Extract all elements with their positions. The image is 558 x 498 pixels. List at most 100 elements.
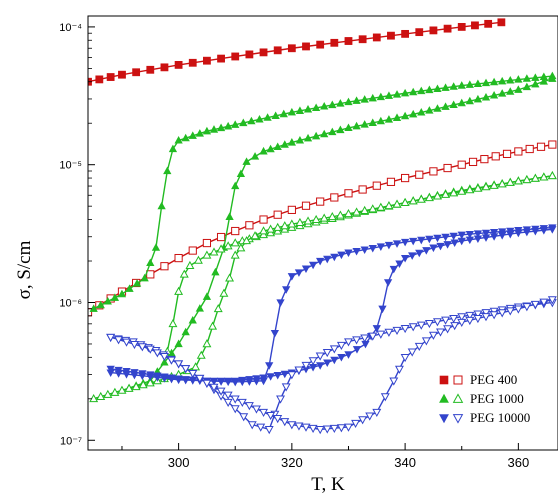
data-point bbox=[409, 87, 418, 96]
data-point bbox=[276, 299, 285, 307]
data-point bbox=[489, 180, 499, 189]
data-point bbox=[287, 138, 296, 146]
data-point bbox=[547, 296, 557, 305]
data-point bbox=[360, 246, 369, 255]
data-point bbox=[266, 224, 276, 233]
data-point bbox=[322, 425, 332, 434]
data-point bbox=[316, 197, 325, 206]
legend-entry: PEG 10000 bbox=[439, 410, 530, 425]
data-point bbox=[188, 58, 197, 67]
data-point bbox=[259, 48, 268, 57]
data-point bbox=[323, 359, 332, 367]
data-point bbox=[122, 338, 131, 347]
data-point bbox=[174, 286, 184, 295]
data-point bbox=[230, 250, 240, 259]
data-point bbox=[344, 351, 353, 359]
data-point bbox=[506, 75, 515, 84]
data-point bbox=[449, 188, 459, 197]
data-point bbox=[231, 377, 240, 386]
data-point bbox=[380, 393, 390, 402]
data-point bbox=[280, 418, 290, 427]
data-point bbox=[273, 142, 282, 151]
data-point bbox=[216, 123, 226, 132]
data-point bbox=[376, 116, 385, 125]
data-point bbox=[216, 387, 226, 396]
data-point bbox=[513, 305, 523, 314]
data-point bbox=[352, 121, 361, 130]
data-point bbox=[114, 336, 124, 345]
data-point bbox=[432, 318, 442, 327]
data-point bbox=[95, 75, 104, 84]
data-point bbox=[384, 241, 394, 250]
data-point bbox=[336, 99, 345, 107]
legend-marker-filled bbox=[439, 393, 449, 403]
data-point bbox=[231, 120, 240, 128]
data-point bbox=[457, 81, 466, 89]
data-point bbox=[337, 354, 346, 362]
data-point bbox=[168, 318, 178, 328]
data-point bbox=[400, 197, 410, 206]
data-point bbox=[153, 374, 162, 382]
data-point bbox=[368, 93, 377, 102]
data-point bbox=[547, 171, 557, 180]
x-tick-label: 300 bbox=[168, 455, 190, 470]
data-point bbox=[372, 325, 381, 333]
data-point bbox=[208, 321, 218, 330]
data-point bbox=[386, 177, 396, 186]
data-point bbox=[160, 262, 169, 271]
data-point bbox=[216, 232, 226, 242]
data-point bbox=[188, 370, 198, 379]
data-point bbox=[352, 346, 362, 354]
data-point bbox=[344, 249, 353, 258]
y-tick-label: 10⁻⁴ bbox=[59, 22, 82, 34]
data-point bbox=[301, 361, 311, 371]
data-point bbox=[329, 345, 339, 354]
data-point bbox=[110, 293, 120, 301]
data-point bbox=[224, 121, 233, 130]
data-point bbox=[319, 213, 329, 222]
data-point bbox=[264, 426, 274, 435]
data-point bbox=[209, 383, 219, 392]
data-point bbox=[481, 309, 491, 318]
data-point bbox=[400, 324, 410, 334]
data-point bbox=[407, 348, 417, 357]
legend-marker-open bbox=[452, 414, 464, 424]
data-point bbox=[145, 345, 155, 354]
data-point bbox=[330, 193, 339, 202]
data-point bbox=[351, 419, 361, 429]
data-point bbox=[471, 21, 479, 30]
legend-marker-open bbox=[453, 375, 463, 385]
data-point bbox=[129, 340, 139, 350]
y-tick-label: 10⁻⁷ bbox=[60, 435, 82, 447]
data-point bbox=[308, 357, 318, 366]
data-point bbox=[287, 107, 296, 116]
data-point bbox=[329, 424, 339, 433]
data-point bbox=[202, 238, 212, 248]
data-point bbox=[320, 129, 329, 138]
data-point bbox=[294, 366, 304, 375]
data-point bbox=[481, 229, 491, 238]
data-point bbox=[245, 221, 254, 230]
data-point bbox=[106, 365, 115, 374]
data-point bbox=[287, 205, 296, 214]
data-point bbox=[308, 261, 318, 270]
data-point bbox=[216, 244, 226, 253]
x-tick-label: 340 bbox=[394, 455, 416, 470]
data-point bbox=[159, 352, 169, 362]
data-point bbox=[265, 362, 274, 370]
data-point bbox=[457, 231, 466, 240]
data-point bbox=[209, 247, 219, 256]
data-point bbox=[443, 24, 452, 33]
data-point bbox=[416, 194, 426, 203]
data-point bbox=[384, 328, 394, 337]
data-point bbox=[301, 201, 311, 210]
data-point bbox=[181, 376, 190, 385]
data-point bbox=[360, 120, 369, 128]
data-point bbox=[328, 100, 337, 109]
data-point bbox=[441, 316, 451, 325]
data-point bbox=[498, 89, 507, 97]
data-point bbox=[138, 380, 148, 389]
data-point bbox=[336, 341, 346, 351]
data-point bbox=[276, 395, 286, 404]
data-point bbox=[376, 92, 385, 101]
